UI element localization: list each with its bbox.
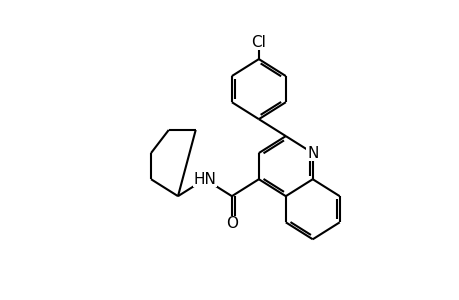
Text: O: O	[225, 216, 237, 231]
Text: N: N	[307, 146, 318, 160]
Text: HN: HN	[193, 172, 216, 187]
Text: Cl: Cl	[251, 35, 266, 50]
